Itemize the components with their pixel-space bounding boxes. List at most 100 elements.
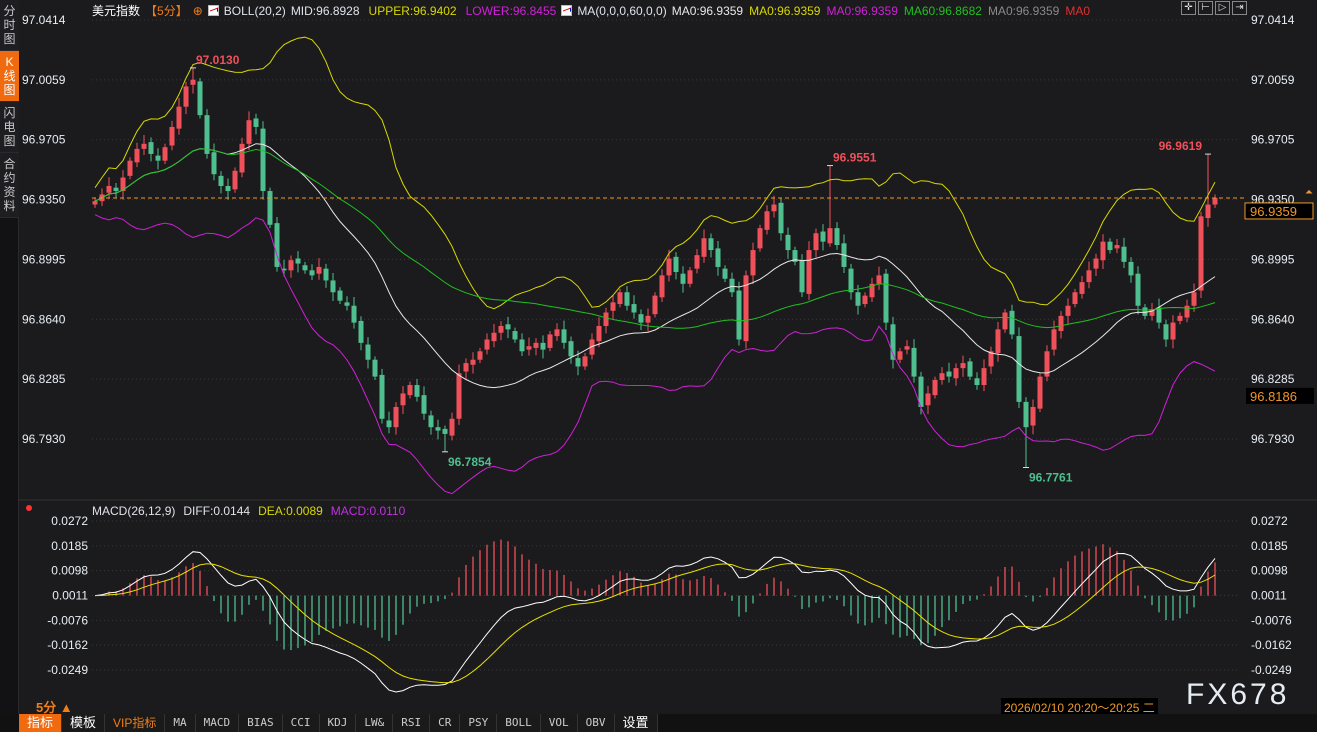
toolbar-btn-1[interactable]: 模板 — [62, 714, 106, 732]
toolbar-btn-kdj[interactable]: KDJ — [319, 714, 357, 732]
toolbar-btn-boll[interactable]: BOLL — [497, 714, 541, 732]
candle-body — [176, 106, 182, 129]
candle — [1016, 327, 1022, 408]
candle — [813, 228, 819, 258]
candle — [246, 111, 252, 150]
toolbar-btn-vol[interactable]: VOL — [540, 714, 578, 732]
toolbar-btn-rsi[interactable]: RSI — [393, 714, 431, 732]
price-axis-label-right: 96.8285 — [1251, 372, 1295, 386]
goto-end-icon[interactable]: ⇥ — [1232, 1, 1247, 15]
high-price-label: 97.0130 — [196, 53, 240, 67]
candle-body — [974, 378, 980, 386]
macd-axis-label-right: 0.0011 — [1251, 589, 1287, 603]
toolbar-btn-cr[interactable]: CR — [430, 714, 461, 732]
crosshair-icon[interactable]: ✛ — [1181, 1, 1196, 15]
chart-canvas[interactable]: 97.0414 97.0414 97.0059 97.0059 96.9705 96.97… — [0, 0, 1317, 714]
candle-body — [561, 329, 567, 343]
candle-body — [484, 339, 490, 350]
toolbar-btn-macd[interactable]: MACD — [195, 714, 240, 732]
candle-body — [512, 331, 518, 340]
indicator-chart-icon[interactable] — [561, 5, 573, 16]
ma-legend-item: MA0 — [1065, 3, 1091, 18]
candle — [561, 320, 567, 349]
tab-timeshare[interactable]: 分时图 — [0, 0, 19, 51]
macd-axis-label-left: 0.0098 — [51, 564, 88, 578]
price-axis-label-left: 96.8285 — [22, 372, 66, 386]
candle-body — [568, 341, 574, 357]
candle — [1065, 298, 1071, 325]
toolbar-btn-bias[interactable]: BIAS — [239, 714, 283, 732]
toolbar-btn-ma[interactable]: MA — [165, 714, 196, 732]
candle — [526, 337, 532, 356]
candle — [995, 321, 1001, 362]
candle-body — [477, 351, 483, 360]
candle — [393, 402, 399, 435]
indicator-chart-icon[interactable] — [207, 5, 219, 16]
play-icon[interactable]: ▷ — [1215, 1, 1230, 15]
candle-body — [246, 120, 252, 144]
candle — [330, 273, 336, 302]
candle — [1072, 288, 1078, 308]
candle-body — [547, 334, 553, 348]
toolbar-btn-0[interactable]: 指标 — [19, 714, 63, 732]
candle-body — [1142, 307, 1148, 316]
candle-body — [526, 346, 532, 350]
candle — [407, 381, 413, 399]
candle — [792, 246, 798, 266]
tab-flash-chart[interactable]: 闪电图 — [0, 102, 19, 153]
candle-body — [428, 415, 434, 428]
candle-body — [680, 273, 686, 284]
candle — [1121, 237, 1127, 268]
toolbar-btn-obv[interactable]: OBV — [577, 714, 615, 732]
period-selector[interactable]: 5分 ▲ — [36, 700, 73, 715]
toolbar-btn-psy[interactable]: PSY — [460, 714, 498, 732]
candle-body — [386, 420, 392, 428]
low-price-label: 96.7761 — [1029, 471, 1073, 485]
price-axis-label-left: 96.8640 — [22, 312, 66, 326]
add-indicator-icon[interactable]: ⊕ — [192, 3, 203, 18]
candle-body — [582, 356, 588, 367]
zoom-start-icon[interactable]: ⊢ — [1198, 1, 1213, 15]
tab-kline[interactable]: K线图 — [0, 51, 19, 102]
candle — [855, 284, 861, 315]
candle — [323, 263, 329, 288]
boll-mid: MID:96.8928 — [290, 3, 360, 18]
candle-body — [183, 86, 189, 107]
macd-axis-label-left: -0.0249 — [47, 663, 88, 677]
candle — [127, 157, 133, 180]
candle-body — [365, 344, 371, 360]
candle-body — [190, 79, 196, 85]
candle — [148, 137, 154, 162]
candle — [687, 266, 693, 288]
candle — [337, 287, 343, 305]
toolbar-btn-15[interactable]: 设置 — [614, 714, 658, 732]
candle — [981, 359, 987, 392]
toolbar-btn-cci[interactable]: CCI — [282, 714, 320, 732]
macd-dea: DEA:0.0089 — [258, 504, 323, 518]
candle-body — [862, 295, 868, 305]
candle-body — [1058, 315, 1064, 332]
tab-contract-info[interactable]: 合约资料 — [0, 153, 19, 218]
candle-body — [393, 406, 399, 428]
candle-body — [792, 250, 798, 262]
candle — [610, 294, 616, 320]
candle — [309, 264, 315, 281]
candle — [372, 356, 378, 380]
candle-body — [92, 201, 98, 205]
candle — [596, 317, 602, 348]
candle-body — [218, 175, 224, 186]
candle — [477, 347, 483, 364]
toolbar-btn-vip[interactable]: VIP指标 — [105, 714, 166, 732]
candle — [512, 327, 518, 343]
candle — [932, 376, 938, 399]
toolbar-btn-lw[interactable]: LW& — [356, 714, 394, 732]
candle — [463, 358, 469, 379]
candle — [421, 386, 427, 420]
candle-body — [897, 351, 903, 360]
candle — [946, 362, 952, 383]
candle-body — [505, 324, 511, 330]
candle-body — [134, 148, 140, 163]
macd-diff: DIFF:0.0144 — [183, 504, 251, 518]
candle-body — [1156, 307, 1162, 323]
candle — [218, 171, 224, 194]
